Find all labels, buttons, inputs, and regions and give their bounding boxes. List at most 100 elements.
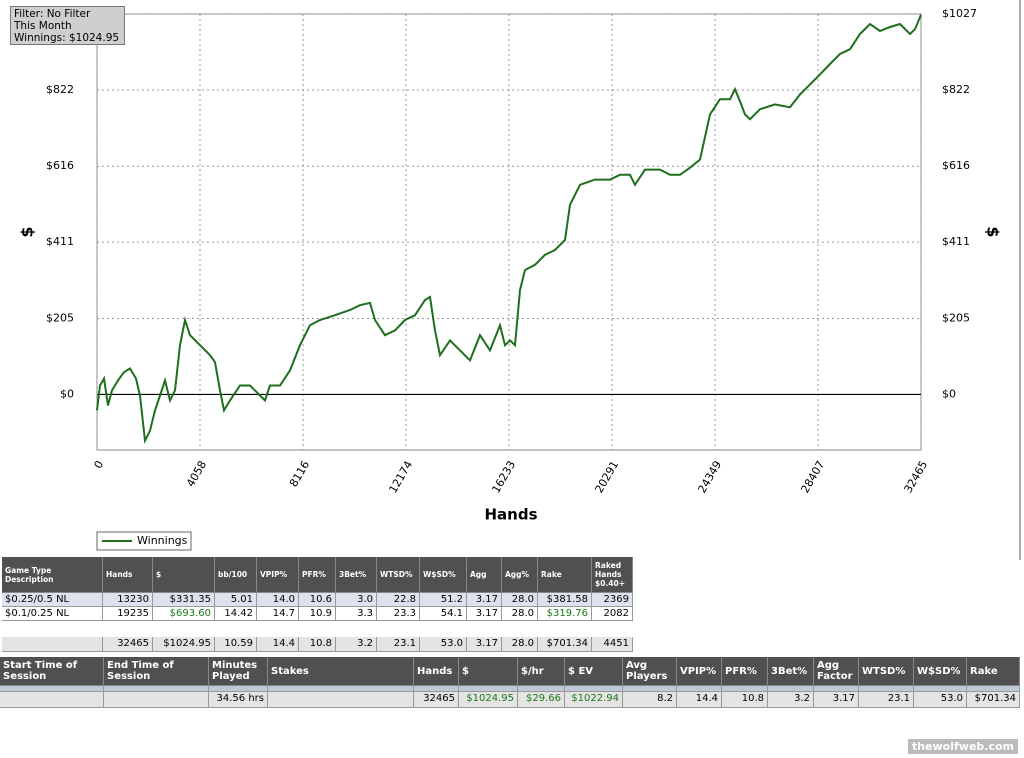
table-cell [414, 686, 459, 692]
y2-axis-label: $ [984, 226, 1003, 237]
table-cell: 53.0 [420, 637, 467, 652]
table-cell: $1024.95 [153, 637, 215, 652]
y-tick-label: $822 [46, 83, 74, 96]
filter-box: Filter: No Filter This Month Winnings: $… [10, 6, 125, 45]
y2-tick-label: $205 [942, 311, 970, 324]
table-cell: 4451 [592, 637, 633, 652]
table-cell: 10.59 [215, 637, 257, 652]
x-tick-label: 12174 [386, 459, 415, 496]
table-cell: 14.0 [257, 593, 299, 607]
table-cell [104, 686, 209, 692]
table-cell: W$SD% [914, 657, 967, 686]
table-cell: Agg [467, 557, 502, 593]
table-cell: 34.56 hrs [209, 692, 268, 708]
filter-line: Winnings: $1024.95 [14, 32, 120, 44]
table-cell: 28.0 [502, 607, 538, 621]
y-axis-label: $ [18, 226, 37, 237]
table-cell: $319.76 [538, 607, 592, 621]
table-cell: 14.7 [257, 607, 299, 621]
table-cell: 3.17 [814, 692, 859, 708]
table-cell: Agg Factor [814, 657, 859, 686]
table-cell: 13230 [103, 593, 153, 607]
table-cell: $29.66 [518, 692, 565, 708]
table-cell: 53.0 [914, 692, 967, 708]
table-cell: 3.17 [467, 607, 502, 621]
table-cell: $331.35 [153, 593, 215, 607]
table-cell: 14.4 [677, 692, 722, 708]
table-cell: Hands [414, 657, 459, 686]
table-cell: PFR% [299, 557, 336, 593]
table-cell: 14.42 [215, 607, 257, 621]
x-tick-label: 28407 [798, 459, 827, 496]
table-cell: 10.9 [299, 607, 336, 621]
table-cell [518, 686, 565, 692]
y-tick-label: $616 [46, 159, 74, 172]
table-cell [859, 686, 914, 692]
table-cell: $693.60 [153, 607, 215, 621]
table-cell: $1024.95 [459, 692, 518, 708]
x-tick-label: 16233 [489, 459, 518, 496]
table-cell [565, 686, 623, 692]
table-cell: WTSD% [859, 657, 914, 686]
table-cell: Rake [967, 657, 1020, 686]
y2-tick-label: $616 [942, 159, 970, 172]
x-tick-label: 4058 [184, 459, 209, 490]
table-cell: Agg% [502, 557, 538, 593]
table-cell: 28.0 [502, 637, 538, 652]
table-cell: Rake [538, 557, 592, 593]
table-cell [2, 637, 103, 652]
table-cell [722, 686, 768, 692]
filter-line: Filter: No Filter [14, 8, 91, 20]
table-cell: 3.2 [336, 637, 377, 652]
table-cell [768, 686, 814, 692]
table-cell: $381.58 [538, 593, 592, 607]
table-cell: 28.0 [502, 593, 538, 607]
table-cell [268, 686, 414, 692]
table-cell: $1022.94 [565, 692, 623, 708]
y2-tick-label: $0 [942, 387, 956, 400]
table-cell: 51.2 [420, 593, 467, 607]
table-cell: bb/100 [215, 557, 257, 593]
table-cell: Hands [103, 557, 153, 593]
y2-tick-label: $1027 [942, 7, 977, 20]
table-cell [459, 686, 518, 692]
table-cell: 3.3 [336, 607, 377, 621]
table-cell [914, 686, 967, 692]
table-cell: 8.2 [623, 692, 677, 708]
table-cell: 3Bet% [336, 557, 377, 593]
table-cell: 10.8 [722, 692, 768, 708]
table-cell: Raked Hands $0.40+ [592, 557, 633, 593]
table-cell: 32465 [103, 637, 153, 652]
table-cell [0, 692, 104, 708]
winnings-line [96, 14, 922, 445]
table-cell: 23.1 [859, 692, 914, 708]
table-cell: 2082 [592, 607, 633, 621]
watermark: thewolfweb.com [907, 739, 1018, 754]
legend: Winnings [96, 531, 192, 551]
table-cell: $ [153, 557, 215, 593]
table-cell: $701.34 [538, 637, 592, 652]
y2-tick-label: $411 [942, 235, 970, 248]
table-cell: W$SD% [420, 557, 467, 593]
table-cell: VPIP% [677, 657, 722, 686]
table-cell: $ [459, 657, 518, 686]
filter-line: This Month [14, 20, 72, 32]
table-cell: 3.17 [467, 593, 502, 607]
y2-tick-label: $822 [942, 83, 970, 96]
chart: $ $ Hands Winnings $0 $0 $205 $205 $411 $411 $… [18, 0, 1021, 560]
table-cell: 22.8 [377, 593, 420, 607]
table-cell [814, 686, 859, 692]
y-tick-label: $0 [60, 387, 74, 400]
table-cell: $ EV [565, 657, 623, 686]
x-axis-label: Hands [484, 506, 537, 524]
x-tick-label: 32465 [901, 459, 930, 496]
table-cell: 3.0 [336, 593, 377, 607]
table-cell: WTSD% [377, 557, 420, 593]
table-cell: 3.17 [467, 637, 502, 652]
table-cell: 19235 [103, 607, 153, 621]
table-cell: End Time of Session [104, 657, 209, 686]
table-cell: Game Type Description [2, 557, 103, 593]
table-cell [967, 686, 1020, 692]
table-cell: VPIP% [257, 557, 299, 593]
